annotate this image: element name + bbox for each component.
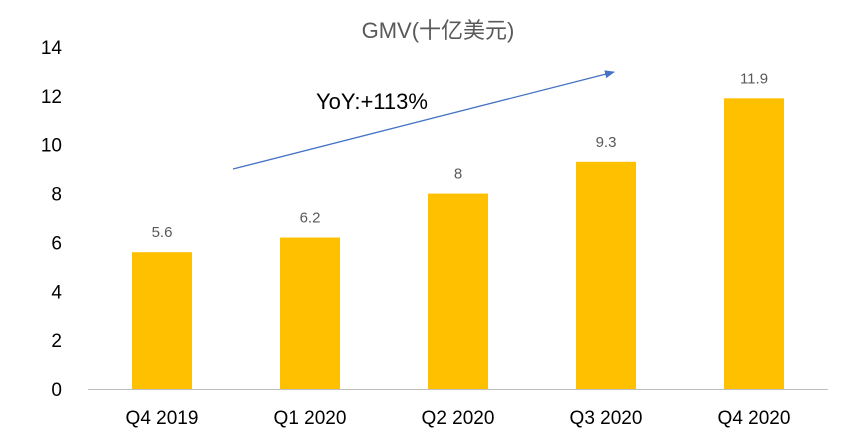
x-tick-label: Q3 2020 — [570, 408, 643, 429]
y-tick-label: 0 — [51, 380, 62, 401]
y-tick-label: 6 — [51, 233, 62, 254]
data-label: 11.9 — [740, 70, 768, 87]
x-tick-label: Q4 2019 — [126, 408, 199, 429]
bar-q4-2019 — [132, 252, 192, 389]
yoy-annotation: YoY:+113% — [316, 89, 428, 114]
bars-group — [132, 98, 784, 390]
y-tick-label: 14 — [41, 38, 63, 59]
y-tick-label: 12 — [41, 87, 62, 108]
data-label: 9.3 — [596, 134, 617, 151]
chart-title: GMV(十亿美元) — [362, 18, 515, 43]
x-tick-label: Q4 2020 — [718, 408, 791, 429]
bar-q3-2020 — [576, 161, 636, 389]
x-tick-label: Q1 2020 — [274, 408, 347, 429]
y-axis: 0 2 4 6 8 10 12 14 — [41, 38, 63, 401]
data-label: 5.6 — [152, 224, 173, 241]
x-tick-label: Q2 2020 — [422, 408, 495, 429]
y-tick-label: 10 — [41, 136, 62, 157]
yoy-trend-arrow — [232, 70, 615, 170]
bar-q1-2020 — [280, 237, 340, 389]
data-label: 6.2 — [300, 210, 321, 227]
x-axis: Q4 2019 Q1 2020 Q2 2020 Q3 2020 Q4 2020 — [126, 408, 791, 429]
data-label: 8 — [454, 166, 462, 183]
data-labels-group: 5.6 6.2 8 9.3 11.9 — [152, 70, 768, 241]
bar-q2-2020 — [428, 193, 488, 389]
y-tick-label: 4 — [51, 282, 62, 303]
y-tick-label: 8 — [51, 185, 62, 206]
bar-q4-2020 — [724, 98, 784, 390]
y-tick-label: 2 — [51, 331, 62, 352]
